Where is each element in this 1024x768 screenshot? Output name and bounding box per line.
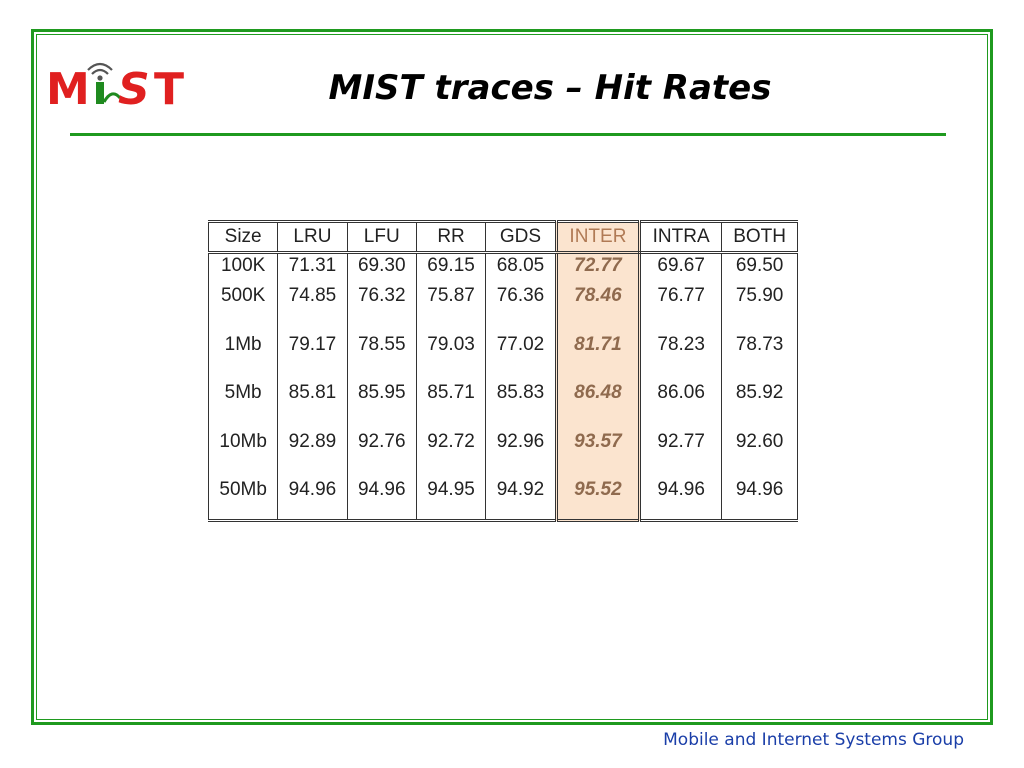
slide-frame-inner	[36, 34, 988, 720]
table-cell: 77.02	[485, 333, 557, 382]
table-cell: 78.55	[347, 333, 417, 382]
table-cell: 75.90	[721, 285, 798, 334]
mist-logo: M S T	[46, 62, 184, 110]
table-cell: 94.96	[639, 479, 723, 521]
table-cell: 50Mb	[208, 479, 279, 521]
table-row: 500K 74.85 76.32 75.87 76.36 78.46 76.77…	[208, 285, 798, 334]
column-header: BOTH	[721, 221, 798, 254]
table-cell: 85.71	[416, 382, 487, 431]
table-cell: 94.96	[347, 479, 417, 521]
table-cell: 94.96	[721, 479, 798, 521]
table-cell: 85.83	[485, 382, 557, 431]
table-cell: 76.77	[639, 285, 723, 334]
table-row: 100K 71.31 69.30 69.15 68.05 72.77 69.67…	[208, 252, 798, 285]
column-header: INTRA	[639, 221, 723, 254]
table-cell-highlighted: 72.77	[554, 252, 642, 285]
slide-title: MIST traces – Hit Rates	[328, 68, 772, 108]
table-cell: 79.17	[277, 333, 348, 382]
table-cell: 94.95	[416, 479, 487, 521]
table-cell: 76.32	[347, 285, 417, 334]
table-header-row: Size LRU LFU RR GDS INTER INTRA BOTH	[208, 221, 798, 254]
table-cell: 75.87	[416, 285, 487, 334]
table-cell: 76.36	[485, 285, 557, 334]
table-cell: 94.96	[277, 479, 348, 521]
table-cell-highlighted: 93.57	[554, 430, 642, 479]
table-cell: 85.92	[721, 382, 798, 431]
table-cell: 68.05	[485, 252, 557, 285]
table-cell: 92.72	[416, 430, 487, 479]
slide-frame-outer	[31, 29, 993, 725]
svg-text:T: T	[154, 64, 184, 110]
table-row: 1Mb 79.17 78.55 79.03 77.02 81.71 78.23 …	[208, 333, 798, 382]
hit-rate-table: Size LRU LFU RR GDS INTER INTRA BOTH 100…	[208, 220, 798, 522]
svg-text:M: M	[46, 64, 90, 110]
table-row: 50Mb 94.96 94.96 94.95 94.92 95.52 94.96…	[208, 479, 798, 521]
column-header: LFU	[347, 221, 417, 254]
table-cell: 92.60	[721, 430, 798, 479]
table-cell: 1Mb	[208, 333, 279, 382]
table-cell: 92.96	[485, 430, 557, 479]
table-cell: 71.31	[277, 252, 348, 285]
table-cell: 69.50	[721, 252, 798, 285]
table-cell: 94.92	[485, 479, 557, 521]
table-cell: 74.85	[277, 285, 348, 334]
table-cell-highlighted: 86.48	[554, 382, 642, 431]
table-cell: 85.81	[277, 382, 348, 431]
footer-group-name: Mobile and Internet Systems Group	[663, 730, 964, 750]
table-cell: 69.15	[416, 252, 487, 285]
table-cell: 500K	[208, 285, 279, 334]
column-header: RR	[416, 221, 487, 254]
table-cell-highlighted: 78.46	[554, 285, 642, 334]
svg-text:S: S	[118, 64, 150, 110]
table-cell: 5Mb	[208, 382, 279, 431]
table-cell: 69.30	[347, 252, 417, 285]
column-header-highlighted: INTER	[554, 221, 642, 254]
table-cell: 69.67	[639, 252, 723, 285]
column-header: LRU	[277, 221, 348, 254]
table-cell-highlighted: 95.52	[554, 479, 642, 521]
table-cell: 85.95	[347, 382, 417, 431]
table-cell: 78.73	[721, 333, 798, 382]
column-header: Size	[208, 221, 279, 254]
column-header: GDS	[485, 221, 557, 254]
table-row: 10Mb 92.89 92.76 92.72 92.96 93.57 92.77…	[208, 430, 798, 479]
table-cell: 92.77	[639, 430, 723, 479]
table-cell: 86.06	[639, 382, 723, 431]
table-cell: 10Mb	[208, 430, 279, 479]
table-cell: 79.03	[416, 333, 487, 382]
table-cell-highlighted: 81.71	[554, 333, 642, 382]
table-row: 5Mb 85.81 85.95 85.71 85.83 86.48 86.06 …	[208, 382, 798, 431]
hit-rate-table-container: Size LRU LFU RR GDS INTER INTRA BOTH 100…	[208, 220, 798, 550]
table-cell: 92.89	[277, 430, 348, 479]
table-cell: 78.23	[639, 333, 723, 382]
table-cell: 100K	[208, 252, 279, 285]
title-divider	[70, 133, 946, 136]
table-cell: 92.76	[347, 430, 417, 479]
